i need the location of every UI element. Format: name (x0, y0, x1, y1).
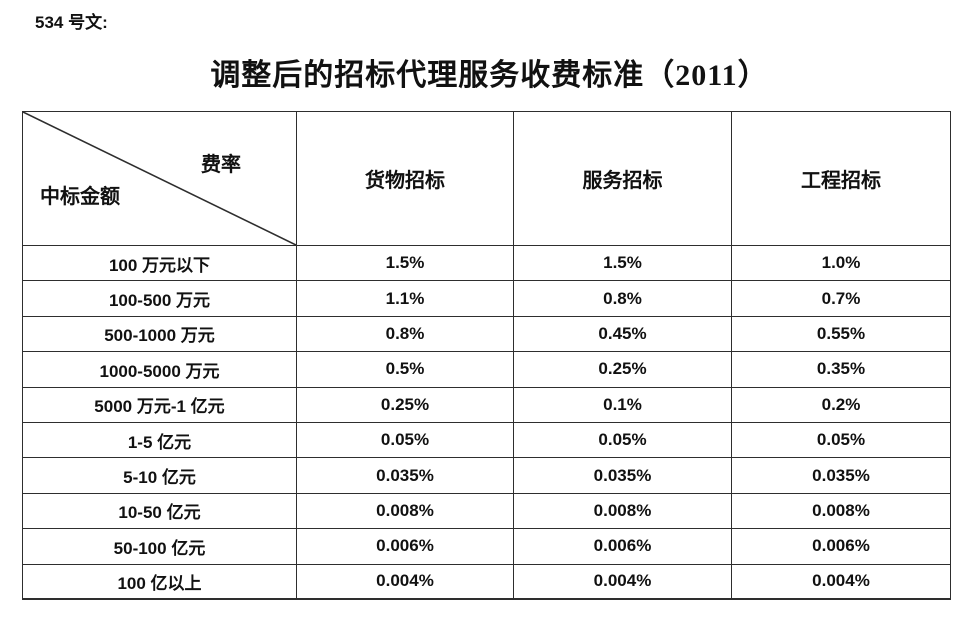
rate-cell: 0.2% (731, 386, 951, 423)
rate-cell: 0.45% (513, 315, 732, 353)
rate-cell: 0.004% (731, 563, 951, 600)
rate-cell: 0.1% (513, 386, 732, 423)
amount-cell: 10-50 亿元 (22, 492, 297, 530)
table-row: 100 亿以上 0.004% 0.004% 0.004% (22, 563, 951, 600)
table-row: 10-50 亿元 0.008% 0.008% 0.008% (22, 492, 951, 530)
table-row: 5-10 亿元 0.035% 0.035% 0.035% (22, 457, 951, 494)
rate-cell: 1.5% (513, 244, 732, 282)
corner-cell: 费率 中标金额 (22, 111, 297, 246)
column-header-service-tender: 服务招标 (513, 111, 732, 246)
rate-cell: 0.008% (513, 492, 732, 530)
rate-cell: 0.35% (731, 351, 951, 388)
rate-cell: 0.035% (731, 457, 951, 494)
rate-cell: 0.006% (296, 528, 514, 565)
table-row: 1000-5000 万元 0.5% 0.25% 0.35% (22, 351, 951, 388)
amount-cell: 100 亿以上 (22, 563, 297, 600)
column-header-engineering-tender: 工程招标 (731, 111, 951, 246)
amount-cell: 1-5 亿元 (22, 421, 297, 459)
header-row: 费率 中标金额 货物招标 服务招标 工程招标 (22, 111, 951, 246)
amount-cell: 50-100 亿元 (22, 528, 297, 565)
rate-cell: 1.1% (296, 280, 514, 317)
rate-cell: 0.05% (731, 421, 951, 459)
rate-cell: 0.035% (513, 457, 732, 494)
rate-cell: 0.006% (731, 528, 951, 565)
amount-cell: 100 万元以下 (22, 244, 297, 282)
rate-cell: 0.006% (513, 528, 732, 565)
rate-cell: 0.8% (296, 315, 514, 353)
table-row: 100 万元以下 1.5% 1.5% 1.0% (22, 244, 951, 282)
rate-cell: 0.008% (731, 492, 951, 530)
table-body: 100 万元以下 1.5% 1.5% 1.0% 100-500 万元 1.1% 0.8% 0.… (22, 244, 951, 600)
rate-cell: 0.55% (731, 315, 951, 353)
page-title: 调整后的招标代理服务收费标准（2011） (210, 59, 769, 92)
rate-cell: 0.035% (296, 457, 514, 494)
rate-cell: 0.004% (296, 563, 514, 600)
rate-cell: 0.25% (513, 351, 732, 388)
table-row: 5000 万元-1 亿元 0.25% 0.1% 0.2% (22, 386, 951, 423)
rate-cell: 0.004% (513, 563, 732, 600)
rate-cell: 0.25% (296, 386, 514, 423)
amount-cell: 100-500 万元 (22, 280, 297, 317)
fee-table: 费率 中标金额 货物招标 服务招标 工程招标 100 万元以下 1.5% 1.5% 1… (22, 111, 951, 601)
doc-ref-label: 534 号文: (35, 13, 108, 32)
rate-cell: 0.7% (731, 280, 951, 317)
rate-cell: 1.5% (296, 244, 514, 282)
rate-cell: 0.5% (296, 351, 514, 388)
diagonal-divider-line (23, 112, 296, 245)
amount-cell: 500-1000 万元 (22, 315, 297, 353)
corner-label-rate: 费率 (201, 154, 241, 176)
rate-cell: 0.05% (513, 421, 732, 459)
rate-cell: 0.05% (296, 421, 514, 459)
column-header-goods-tender: 货物招标 (296, 111, 514, 246)
rate-cell: 1.0% (731, 244, 951, 282)
rate-cell: 0.008% (296, 492, 514, 530)
amount-cell: 1000-5000 万元 (22, 351, 297, 388)
corner-label-amount: 中标金额 (40, 186, 120, 208)
table-row: 50-100 亿元 0.006% 0.006% 0.006% (22, 528, 951, 565)
table-row: 500-1000 万元 0.8% 0.45% 0.55% (22, 315, 951, 353)
table-row: 1-5 亿元 0.05% 0.05% 0.05% (22, 421, 951, 459)
table-row: 100-500 万元 1.1% 0.8% 0.7% (22, 280, 951, 317)
amount-cell: 5000 万元-1 亿元 (22, 386, 297, 423)
rate-cell: 0.8% (513, 280, 732, 317)
amount-cell: 5-10 亿元 (22, 457, 297, 494)
